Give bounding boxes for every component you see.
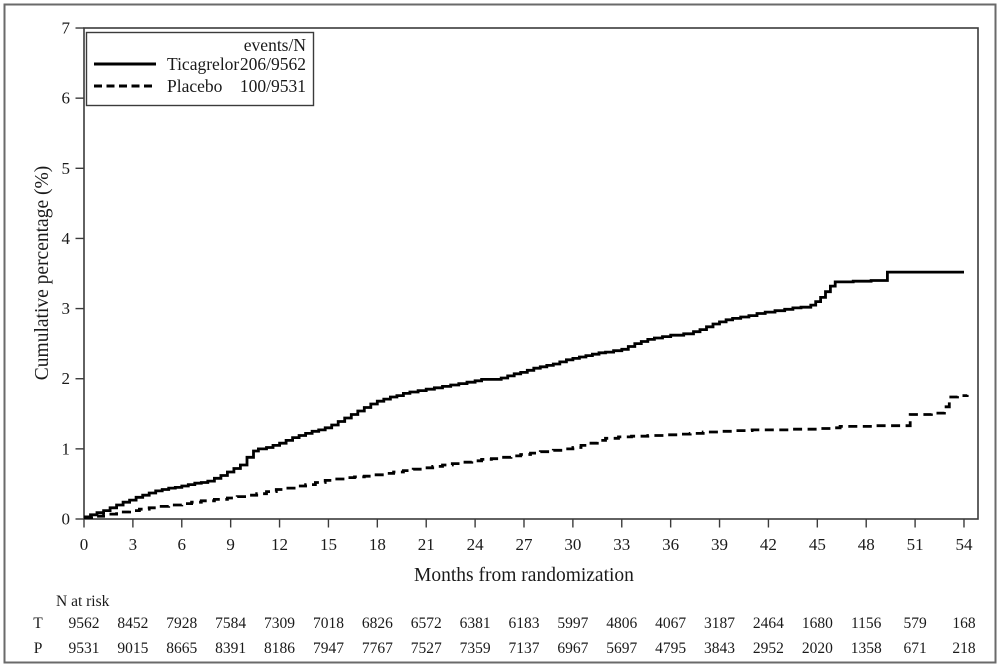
- n-at-risk-table: N at risk T P 9562 8452 7928 7584 7309 7018 68…: [33, 593, 976, 657]
- x-tick-label: 36: [662, 535, 679, 554]
- x-tick-label: 27: [515, 535, 533, 554]
- x-tick-label: 30: [564, 535, 581, 554]
- x-tick-label: 9: [226, 535, 235, 554]
- risk-cell: 6826: [362, 615, 393, 632]
- x-tick-label: 21: [418, 535, 435, 554]
- risk-cell: 7527: [411, 640, 442, 657]
- x-tick-label: 15: [320, 535, 337, 554]
- x-tick-label: 24: [467, 535, 485, 554]
- risk-cell: 6183: [508, 615, 539, 632]
- placebo-curve: [84, 394, 969, 519]
- y-tick-label: 4: [62, 229, 71, 248]
- risk-cell: 7309: [264, 615, 295, 632]
- legend-series-events-ticagrelor: 206/9562: [240, 54, 306, 74]
- risk-cell: 5697: [606, 640, 637, 657]
- x-tick-label: 33: [613, 535, 630, 554]
- y-axis-label: Cumulative percentage (%): [32, 166, 53, 380]
- risk-cell: 7767: [362, 640, 393, 657]
- risk-cell: 579: [903, 615, 927, 632]
- risk-cell: 8391: [215, 640, 246, 657]
- y-tick-label: 6: [62, 89, 71, 108]
- risk-cell: 7018: [313, 615, 344, 632]
- legend-series-name-placebo: Placebo: [167, 76, 223, 96]
- risk-row-label-placebo: P: [34, 640, 43, 657]
- risk-cell: 4795: [655, 640, 686, 657]
- risk-cell: 7359: [460, 640, 491, 657]
- risk-cell: 4067: [655, 615, 686, 632]
- x-tick-label: 12: [271, 535, 288, 554]
- risk-cell: 2952: [753, 640, 784, 657]
- survival-curves: [84, 270, 969, 519]
- x-tick-label: 42: [760, 535, 777, 554]
- plot-frame: [83, 27, 979, 520]
- risk-cell: 8186: [264, 640, 295, 657]
- risk-cell: 7947: [313, 640, 344, 657]
- risk-cell: 3187: [704, 615, 735, 632]
- risk-cell: 8452: [117, 615, 148, 632]
- risk-cell: 1156: [851, 615, 882, 632]
- x-tick-label: 51: [907, 535, 924, 554]
- risk-cell: 218: [952, 640, 976, 657]
- ticagrelor-curve: [84, 270, 964, 519]
- risk-cell: 5997: [557, 615, 588, 632]
- x-tick-label: 39: [711, 535, 728, 554]
- y-tick-label: 2: [62, 369, 71, 388]
- risk-table-cells: 9562 8452 7928 7584 7309 7018 6826 6572 6381 6183…: [69, 615, 976, 657]
- y-tick-label: 3: [62, 299, 71, 318]
- risk-cell: 4806: [606, 615, 637, 632]
- x-tick-label: 18: [369, 535, 386, 554]
- risk-cell: 9531: [69, 640, 100, 657]
- axis-ticks: 0 3 6 9 12 15 18 21 24 27 30 33 36 39 42 45 48 51 54012345…: [62, 19, 973, 554]
- x-axis-label: Months from randomization: [414, 565, 634, 586]
- x-tick-label: 0: [80, 535, 89, 554]
- risk-table-title: N at risk: [56, 593, 110, 610]
- y-tick-label: 7: [62, 19, 71, 38]
- x-tick-label: 6: [178, 535, 187, 554]
- risk-cell: 6572: [411, 615, 442, 632]
- y-tick-label: 5: [62, 159, 71, 178]
- x-tick-label: 3: [129, 535, 138, 554]
- x-tick-label: 54: [955, 535, 973, 554]
- risk-cell: 6967: [557, 640, 588, 657]
- y-tick-label: 1: [62, 439, 71, 458]
- risk-cell: 7928: [166, 615, 197, 632]
- risk-cell: 3843: [704, 640, 735, 657]
- risk-cell: 7137: [508, 640, 539, 657]
- x-tick-label: 48: [858, 535, 875, 554]
- risk-cell: 2020: [802, 640, 833, 657]
- risk-row-label-ticagrelor: T: [33, 615, 43, 632]
- legend-series-events-placebo: 100/9531: [240, 76, 306, 96]
- risk-cell: 8665: [166, 640, 197, 657]
- risk-cell: 6381: [460, 615, 491, 632]
- x-tick-label: 45: [809, 535, 826, 554]
- risk-cell: 671: [903, 640, 926, 657]
- legend-box: [85, 31, 315, 107]
- risk-cell: 9562: [69, 615, 100, 632]
- risk-cell: 9015: [117, 640, 148, 657]
- risk-cell: 1680: [802, 615, 833, 632]
- risk-cell: 1358: [851, 640, 882, 657]
- risk-cell: 7584: [215, 615, 246, 632]
- legend: events/N Ticagrelor 206/9562 Placebo 100…: [85, 31, 315, 107]
- outer-border: [3, 3, 997, 664]
- risk-cell: 2464: [753, 615, 784, 632]
- y-tick-label: 0: [62, 510, 71, 529]
- legend-header: events/N: [244, 35, 307, 55]
- risk-cell: 168: [952, 615, 976, 632]
- legend-series-name-ticagrelor: Ticagrelor: [167, 54, 239, 74]
